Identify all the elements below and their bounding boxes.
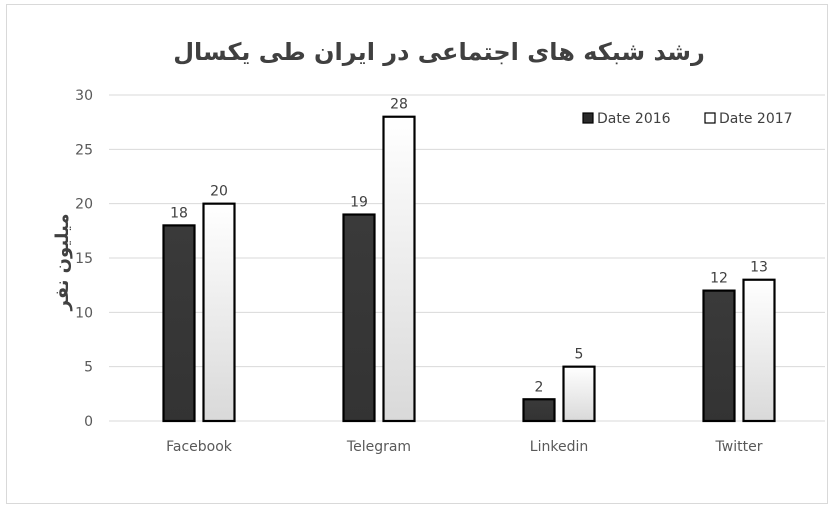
bar-facebook-1 <box>202 202 236 423</box>
bars <box>162 115 776 423</box>
x-axis-categories: Facebook Telegram Linkedin Twitter <box>166 439 763 455</box>
data-label: 2 <box>535 379 544 395</box>
y-tick-label: 25 <box>75 142 93 158</box>
category-label: Telegram <box>346 439 411 455</box>
legend-swatch <box>582 112 594 124</box>
data-label: 19 <box>350 195 368 211</box>
chart-title: رشد شبکه های اجتماعی در ایران طی یکسال <box>173 38 705 66</box>
data-label: 20 <box>210 184 228 200</box>
bar-telegram-1 <box>382 115 416 423</box>
y-tick-label: 0 <box>84 414 93 430</box>
y-axis-label: میلیون نفر <box>52 213 73 311</box>
bar-telegram-0 <box>342 213 376 423</box>
category-label: Facebook <box>166 439 233 455</box>
y-axis-ticks: 0 5 10 15 20 25 30 <box>75 88 93 430</box>
y-tick-label: 5 <box>84 360 93 376</box>
legend-label: Date 2016 <box>597 111 671 127</box>
legend: Date 2016 Date 2017 <box>582 111 793 127</box>
data-labels: 18 20 19 28 2 5 12 13 <box>170 97 768 396</box>
data-label: 18 <box>170 205 188 221</box>
data-label: 5 <box>575 347 584 363</box>
bar-linkedin-1 <box>562 365 596 423</box>
bar-facebook-0 <box>162 224 196 423</box>
legend-swatch <box>704 112 716 124</box>
bar-chart: رشد شبکه های اجتماعی در ایران طی یکسال م… <box>52 38 825 455</box>
bar-twitter-1 <box>742 278 776 423</box>
y-tick-label: 20 <box>75 197 93 213</box>
data-label: 28 <box>390 97 408 113</box>
legend-label: Date 2017 <box>719 111 793 127</box>
y-tick-label: 10 <box>75 305 93 321</box>
y-tick-label: 15 <box>75 251 93 267</box>
category-label: Linkedin <box>530 439 588 455</box>
chart-frame: رشد شبکه های اجتماعی در ایران طی یکسال م… <box>6 4 828 504</box>
data-label: 13 <box>750 260 768 276</box>
y-tick-label: 30 <box>75 88 93 104</box>
data-label: 12 <box>710 271 728 287</box>
bar-twitter-0 <box>702 289 736 423</box>
bar-linkedin-0 <box>522 398 556 423</box>
category-label: Twitter <box>715 439 763 455</box>
